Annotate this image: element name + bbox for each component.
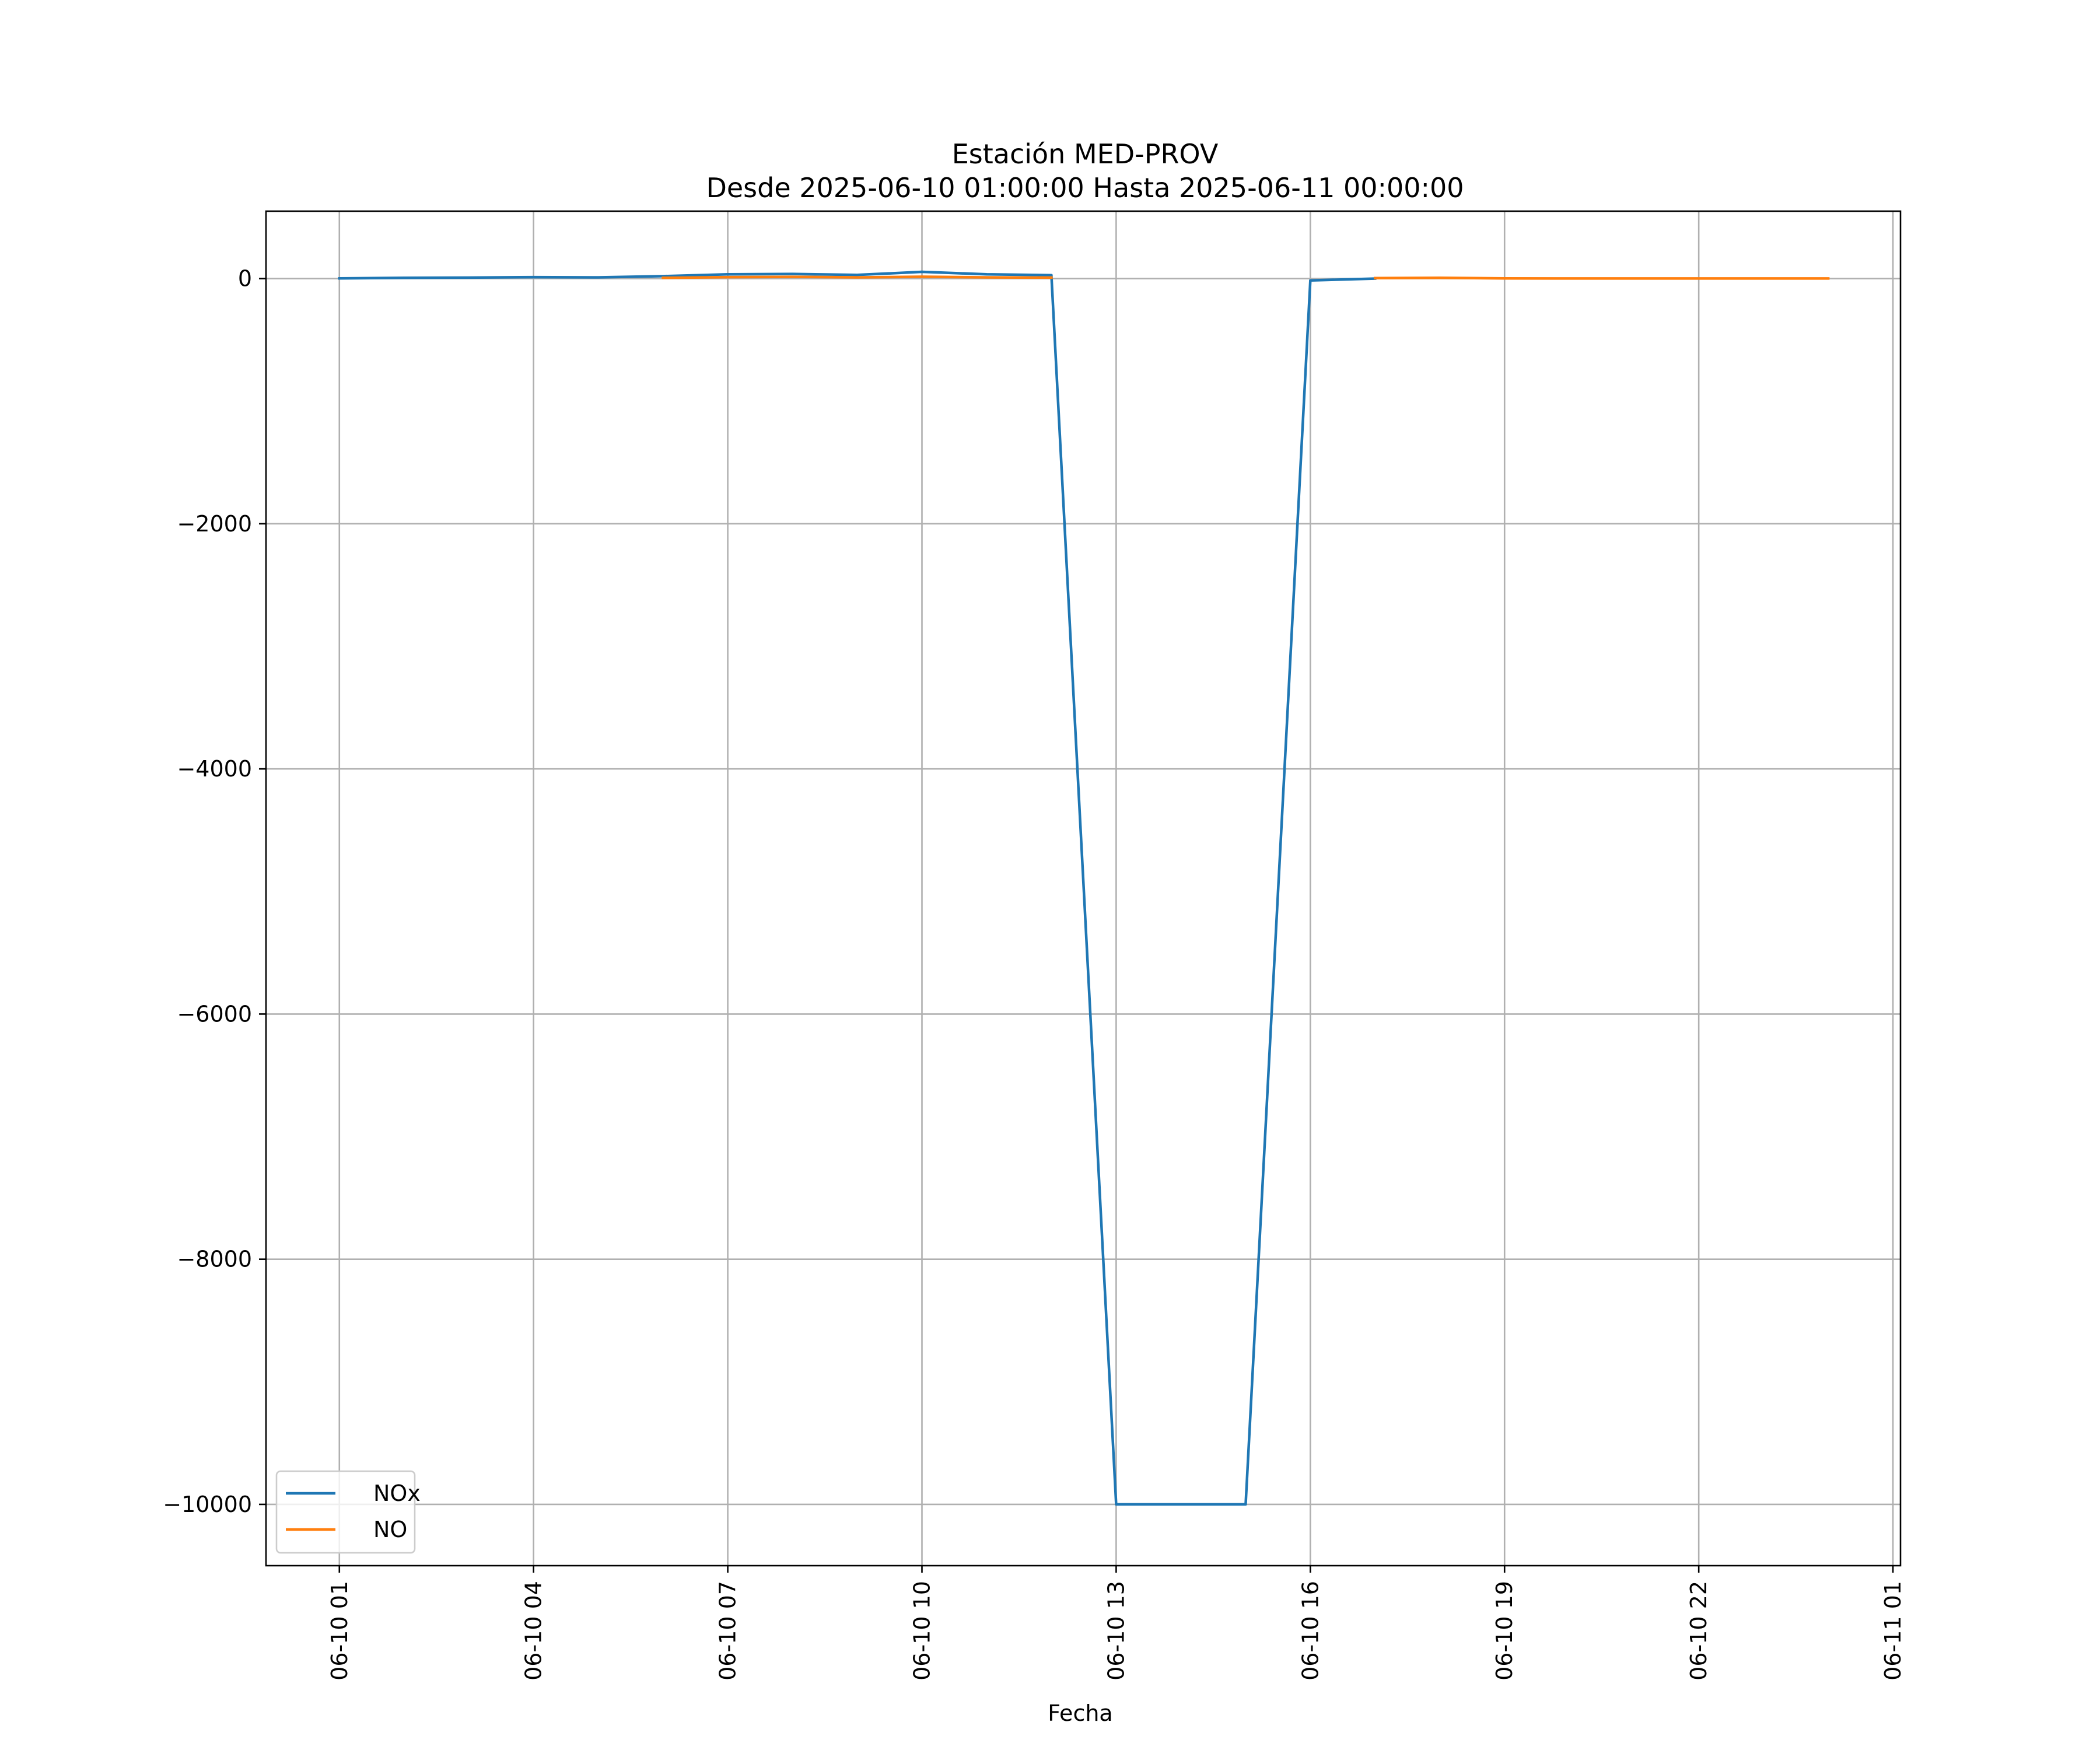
legend: NOx NO <box>275 1470 421 1554</box>
y-tick-label: −8000 <box>177 1247 252 1272</box>
chart-title: Estación MED-PROV <box>952 138 1219 170</box>
x-tick-label: 06-10 16 <box>1297 1581 1323 1681</box>
grid <box>266 211 1901 1566</box>
y-tick-label: −2000 <box>177 511 252 537</box>
chart-subtitle: Desde 2025-06-10 01:00:00 Hasta 2025-06-… <box>706 172 1464 204</box>
legend-label-no: NO <box>373 1517 407 1542</box>
legend-label-nox: NOx <box>373 1480 421 1506</box>
x-tick-label: 06-10 13 <box>1103 1581 1129 1681</box>
y-tick-label: −10000 <box>163 1492 252 1517</box>
x-tick-label: 06-11 01 <box>1880 1581 1906 1681</box>
plot-area-frame <box>265 210 1902 1567</box>
x-axis-label: Fecha <box>1048 1700 1112 1726</box>
x-tick-label: 06-10 04 <box>521 1581 547 1681</box>
y-tick-label: 0 <box>238 266 252 292</box>
series-line-no <box>662 275 1053 279</box>
x-tick-label: 06-10 10 <box>909 1581 935 1681</box>
x-tick-label: 06-10 07 <box>715 1581 741 1681</box>
series-line-nox <box>338 270 1377 1506</box>
x-tick-label: 06-10 19 <box>1492 1581 1517 1681</box>
x-tick-label: 06-10 01 <box>327 1581 352 1681</box>
series-lines <box>338 270 1830 1506</box>
axis-ticks: 06-10 01 06-10 04 06-10 07 06-10 10 06-10 13… <box>163 266 1906 1681</box>
y-tick-label: −4000 <box>177 756 252 782</box>
chart-title-block: Estación MED-PROV Desde 2025-06-10 01:00… <box>706 138 1464 204</box>
y-tick-label: −6000 <box>177 1001 252 1027</box>
x-tick-label: 06-10 22 <box>1686 1581 1712 1681</box>
legend-frame <box>275 1470 416 1554</box>
